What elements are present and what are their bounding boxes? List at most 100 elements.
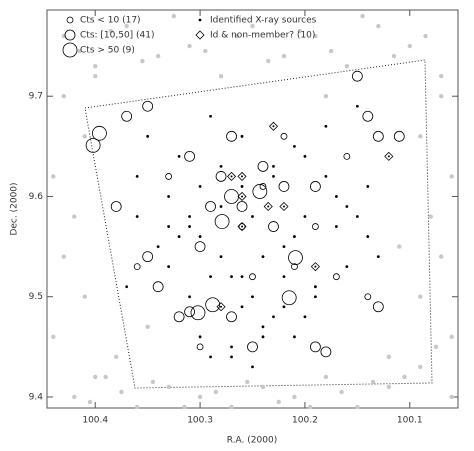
point — [209, 355, 212, 359]
point — [230, 345, 233, 349]
point — [167, 195, 171, 198]
point — [314, 265, 317, 268]
point — [391, 53, 397, 59]
y-tick-label: 9.7 — [29, 92, 43, 102]
point — [240, 275, 244, 279]
point — [85, 137, 101, 153]
point — [370, 379, 376, 385]
point — [323, 94, 329, 99]
point — [251, 295, 254, 299]
point — [213, 389, 219, 395]
point — [366, 185, 370, 188]
point — [263, 201, 273, 212]
point — [61, 94, 66, 99]
point — [433, 344, 439, 350]
point — [229, 404, 234, 410]
point — [282, 305, 286, 309]
point — [215, 171, 227, 182]
point — [245, 379, 250, 385]
point — [237, 191, 247, 202]
point — [188, 215, 191, 218]
point — [386, 384, 392, 390]
point — [188, 225, 191, 228]
point — [224, 189, 239, 204]
point — [220, 305, 223, 308]
point — [267, 205, 270, 208]
point — [82, 294, 87, 299]
point — [226, 311, 237, 323]
point — [282, 245, 286, 248]
point — [237, 221, 247, 232]
point — [92, 125, 107, 141]
point — [119, 389, 124, 395]
point — [397, 244, 402, 249]
point — [312, 223, 319, 230]
point — [51, 174, 56, 179]
point — [320, 346, 332, 358]
point — [387, 155, 390, 158]
point — [190, 305, 206, 321]
point — [247, 341, 258, 353]
point — [313, 33, 318, 39]
point — [423, 33, 428, 39]
point — [110, 201, 122, 212]
point — [310, 262, 320, 272]
point — [198, 185, 202, 188]
point — [272, 315, 275, 319]
point — [281, 53, 287, 59]
point — [281, 290, 297, 306]
point — [125, 285, 129, 289]
point — [240, 305, 244, 309]
point — [324, 124, 328, 128]
point — [278, 181, 290, 192]
point — [449, 334, 454, 340]
point — [238, 223, 246, 230]
point — [203, 48, 208, 54]
point — [156, 245, 160, 248]
point — [260, 384, 266, 390]
point — [268, 121, 279, 131]
legend-symbol — [66, 16, 74, 24]
point — [61, 254, 66, 259]
point — [173, 311, 185, 323]
point — [146, 134, 150, 138]
point — [167, 225, 171, 228]
point — [339, 389, 344, 395]
point — [324, 175, 328, 178]
point — [124, 23, 129, 29]
point — [343, 152, 351, 160]
point — [334, 225, 338, 228]
point — [345, 265, 349, 269]
point — [219, 255, 223, 259]
point — [142, 251, 154, 263]
point — [345, 205, 349, 208]
point — [280, 132, 288, 140]
point — [310, 341, 321, 353]
point — [351, 70, 363, 82]
point — [250, 23, 255, 29]
point — [307, 404, 313, 410]
point — [292, 394, 297, 400]
point — [418, 134, 423, 139]
legend-label: Cts > 50 (9) — [80, 46, 135, 56]
point — [171, 13, 177, 19]
point — [214, 214, 230, 229]
point — [259, 183, 267, 190]
point — [449, 174, 454, 179]
point — [166, 384, 171, 390]
field-boundary — [84, 59, 433, 389]
point — [252, 184, 268, 199]
point — [241, 195, 244, 198]
point — [362, 110, 374, 122]
point — [268, 221, 279, 232]
point — [240, 134, 244, 138]
x-tick-label: 100.4 — [82, 416, 108, 426]
point — [402, 374, 407, 380]
point — [198, 235, 202, 238]
point — [218, 73, 224, 79]
point — [449, 394, 454, 400]
point — [314, 295, 317, 299]
point — [279, 201, 289, 212]
point — [257, 160, 269, 172]
point — [291, 263, 298, 271]
